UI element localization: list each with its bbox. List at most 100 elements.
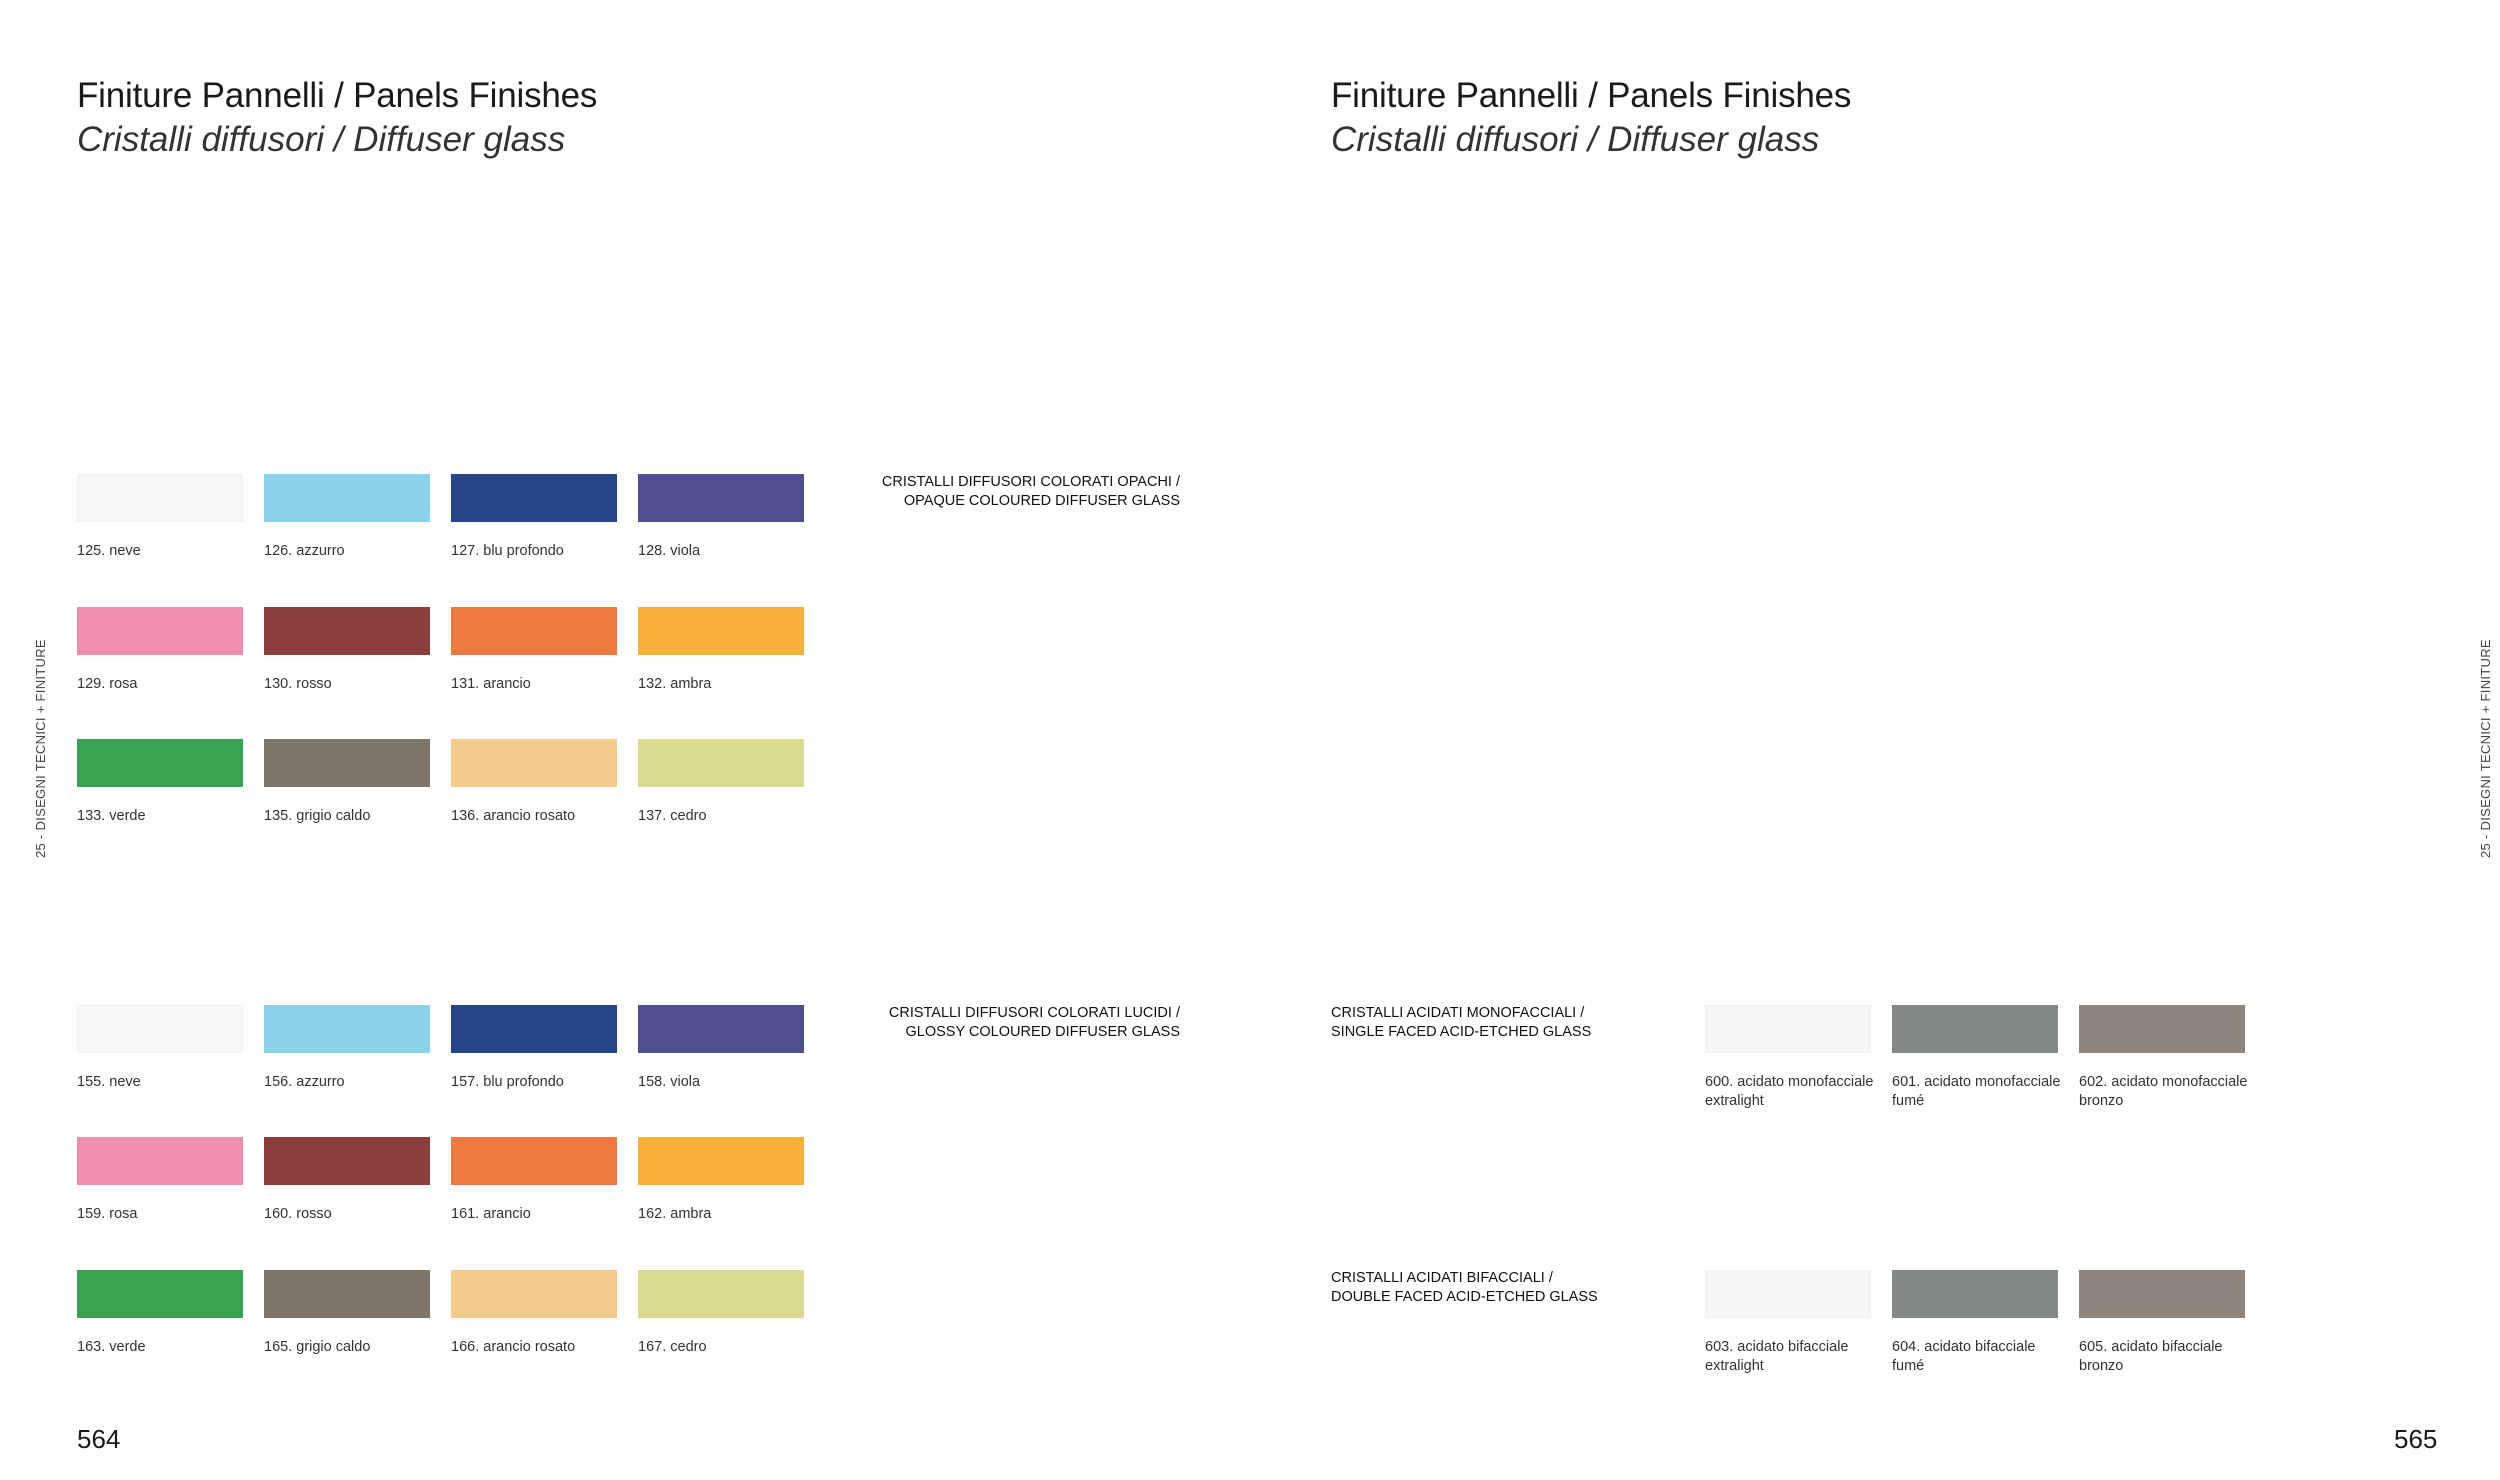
section-label-line: CRISTALLI DIFFUSORI COLORATI OPACHI / (881, 474, 1180, 490)
swatch-label-line: fumé (1892, 1093, 1925, 1109)
color-chip (264, 607, 430, 655)
swatch-label-line: 604. acidato bifacciale (1892, 1339, 2036, 1355)
swatch-label: 160. rosso (264, 1206, 332, 1222)
swatch-label: 135. grigio caldo (264, 808, 371, 824)
color-chip (1705, 1270, 1871, 1318)
swatch-label: 167. cedro (638, 1339, 707, 1355)
page-title: Finiture Pannelli / Panels Finishes (1331, 76, 1852, 115)
swatch: 603. acidato bifacciale extralight (1705, 1270, 1871, 1376)
swatch-label: 136. arancio rosato (451, 808, 576, 824)
swatch: 129. rosa (77, 607, 243, 694)
swatch: 601. acidato monofacciale fumé (1892, 1005, 2060, 1111)
color-chip (264, 1005, 430, 1053)
swatch-label: 133. verde (77, 808, 146, 824)
swatch: 163. verde (77, 1270, 243, 1357)
section-label-single-faced: CRISTALLI ACIDATI MONOFACCIALI / SINGLE … (1331, 1004, 1591, 1042)
swatch: 602. acidato monofacciale bronzo (2079, 1005, 2247, 1111)
section-label-line: SINGLE FACED ACID-ETCHED GLASS (1331, 1024, 1592, 1040)
swatch-label: 157. blu profondo (451, 1074, 564, 1090)
swatch: 160. rosso (264, 1137, 430, 1224)
color-chip (451, 1270, 617, 1318)
swatch-label: 156. azzurro (264, 1074, 345, 1090)
swatch: 131. arancio (451, 607, 617, 694)
section-label-glossy: CRISTALLI DIFFUSORI COLORATI LUCIDI / GL… (840, 1004, 1180, 1042)
color-chip (1892, 1270, 2058, 1318)
swatch-label: 128. viola (638, 543, 701, 559)
swatch-label: 603. acidato bifacciale extralight (1705, 1338, 1895, 1376)
swatch: 127. blu profondo (451, 474, 617, 561)
swatch-label-line: 605. acidato bifacciale (2079, 1339, 2223, 1355)
side-tab: 25 - DISEGNI TECNICI + FINITURE (2478, 639, 2493, 858)
swatch-label: 155. neve (77, 1074, 141, 1090)
swatch-label: 137. cedro (638, 808, 707, 824)
color-chip (264, 1270, 430, 1318)
swatch-label: 605. acidato bifacciale bronzo (2079, 1338, 2269, 1376)
swatch: 165. grigio caldo (264, 1270, 430, 1357)
swatch-label: 601. acidato monofacciale fumé (1892, 1073, 2082, 1111)
swatch-label-line: 603. acidato bifacciale (1705, 1339, 1849, 1355)
swatch-label: 159. rosa (77, 1206, 138, 1222)
swatch-label: 600. acidato monofacciale extralight (1705, 1073, 1895, 1111)
swatch-label: 604. acidato bifacciale fumé (1892, 1338, 2082, 1376)
swatch-label: 158. viola (638, 1074, 701, 1090)
color-chip (264, 1137, 430, 1185)
swatch-label: 602. acidato monofacciale bronzo (2079, 1073, 2269, 1111)
swatch: 125. neve (77, 474, 243, 561)
color-chip (451, 1137, 617, 1185)
swatch-label-line: 602. acidato monofacciale (2079, 1074, 2248, 1090)
swatch: 161. arancio (451, 1137, 617, 1224)
color-chip (264, 739, 430, 787)
color-chip (2079, 1270, 2245, 1318)
swatch-label: 132. ambra (638, 676, 712, 692)
swatch-label: 130. rosso (264, 676, 332, 692)
page-subtitle: Cristalli diffusori / Diffuser glass (1331, 120, 1820, 159)
color-chip (1705, 1005, 1871, 1053)
swatch-label: 163. verde (77, 1339, 146, 1355)
swatch-label-line: fumé (1892, 1358, 1925, 1374)
swatch-label: 127. blu profondo (451, 543, 564, 559)
color-chip (2079, 1005, 2245, 1053)
swatch: 136. arancio rosato (451, 739, 617, 826)
section-label-line: CRISTALLI ACIDATI BIFACCIALI / (1331, 1270, 1553, 1286)
page-subtitle: Cristalli diffusori / Diffuser glass (77, 120, 566, 159)
page-number: 565 (2394, 1424, 2438, 1454)
color-chip (638, 474, 804, 522)
swatch-label: 162. ambra (638, 1206, 712, 1222)
swatch-label-line: extralight (1705, 1093, 1764, 1109)
swatch: 156. azzurro (264, 1005, 430, 1092)
swatch-label-line: 600. acidato monofacciale (1705, 1074, 1874, 1090)
color-chip (77, 607, 243, 655)
swatch: 600. acidato monofacciale extralight (1705, 1005, 1873, 1111)
swatch-label-line: extralight (1705, 1358, 1764, 1374)
color-chip (451, 1005, 617, 1053)
swatch: 157. blu profondo (451, 1005, 617, 1092)
section-label-line: GLOSSY COLOURED DIFFUSER GLASS (905, 1024, 1181, 1040)
color-chip (638, 1270, 804, 1318)
color-chip (264, 474, 430, 522)
section-label-line: CRISTALLI DIFFUSORI COLORATI LUCIDI / (888, 1005, 1180, 1021)
swatch: 130. rosso (264, 607, 430, 694)
page-title: Finiture Pannelli / Panels Finishes (77, 76, 598, 115)
swatch: 159. rosa (77, 1137, 243, 1224)
section-label-opaque: CRISTALLI DIFFUSORI COLORATI OPACHI / OP… (840, 473, 1180, 511)
swatch: 162. ambra (638, 1137, 804, 1224)
swatch-label: 161. arancio (451, 1206, 531, 1222)
color-chip (638, 1005, 804, 1053)
color-chip (638, 607, 804, 655)
color-chip (77, 739, 243, 787)
swatch-label: 129. rosa (77, 676, 138, 692)
swatch: 135. grigio caldo (264, 739, 430, 826)
color-chip (77, 474, 243, 522)
color-chip (451, 607, 617, 655)
swatch: 605. acidato bifacciale bronzo (2079, 1270, 2245, 1376)
swatch-label: 126. azzurro (264, 543, 345, 559)
section-label-line: OPAQUE COLOURED DIFFUSER GLASS (903, 493, 1180, 509)
swatch-label: 125. neve (77, 543, 141, 559)
swatch: 137. cedro (638, 739, 804, 826)
color-chip (451, 739, 617, 787)
color-chip (638, 739, 804, 787)
swatch: 166. arancio rosato (451, 1270, 617, 1357)
color-chip (77, 1137, 243, 1185)
swatch-label: 131. arancio (451, 676, 531, 692)
swatch: 126. azzurro (264, 474, 430, 561)
